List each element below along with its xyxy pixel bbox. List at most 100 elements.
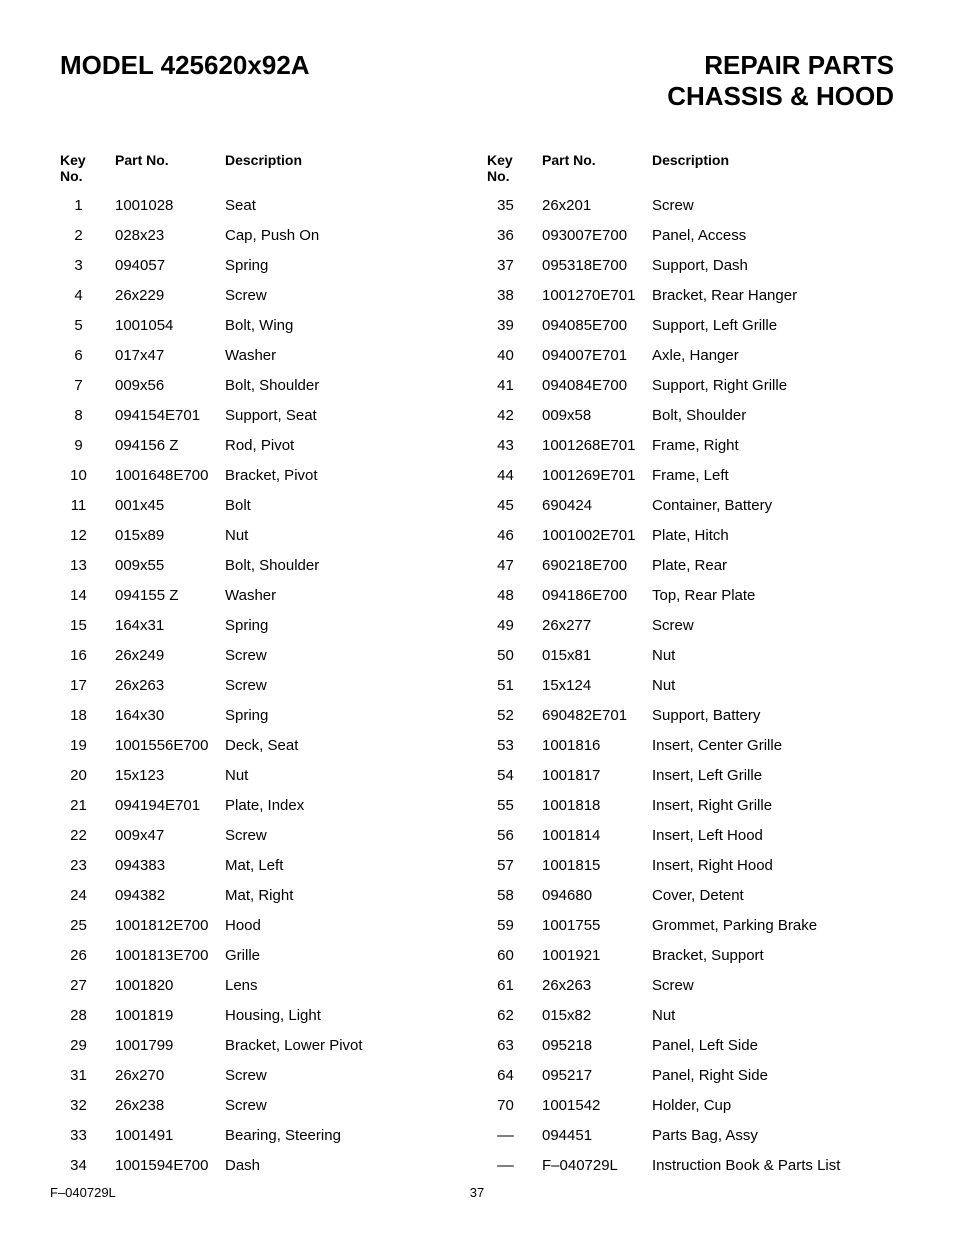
table-row: 3094057Spring: [60, 251, 467, 281]
cell-part-no: 26x263: [542, 977, 652, 994]
cell-part-no: 1001816: [542, 737, 652, 754]
table-row: 7009x56Bolt, Shoulder: [60, 371, 467, 401]
cell-key-no: 27: [60, 977, 115, 994]
cell-part-no: 1001818: [542, 797, 652, 814]
footer-page-number: 37: [60, 1185, 894, 1200]
table-row: 41094084E700Support, Right Grille: [487, 371, 894, 401]
table-row: 24094382Mat, Right: [60, 881, 467, 911]
cell-key-no: 8: [60, 407, 115, 424]
cell-description: Holder, Cup: [652, 1097, 894, 1114]
model-title: MODEL 425620x92A: [60, 50, 310, 81]
cell-description: Support, Left Grille: [652, 317, 894, 334]
cell-description: Axle, Hanger: [652, 347, 894, 364]
cell-key-no: 18: [60, 707, 115, 724]
cell-part-no: 1001921: [542, 947, 652, 964]
cell-part-no: 009x47: [115, 827, 225, 844]
cell-part-no: 094186E700: [542, 587, 652, 604]
cell-part-no: 094084E700: [542, 377, 652, 394]
cell-description: Frame, Left: [652, 467, 894, 484]
table-row: 64095217Panel, Right Side: [487, 1061, 894, 1091]
cell-part-no: 26x201: [542, 197, 652, 214]
cell-description: Screw: [225, 1097, 467, 1114]
cell-key-no: 23: [60, 857, 115, 874]
cell-part-no: 1001814: [542, 827, 652, 844]
cell-key-no: 42: [487, 407, 542, 424]
table-row: 101001648E700Bracket, Pivot: [60, 461, 467, 491]
cell-description: Screw: [225, 1067, 467, 1084]
cell-part-no: 094680: [542, 887, 652, 904]
cell-key-no: ––: [487, 1157, 542, 1174]
table-row: 331001491Bearing, Steering: [60, 1121, 467, 1151]
cell-description: Spring: [225, 257, 467, 274]
cell-description: Grille: [225, 947, 467, 964]
cell-key-no: 40: [487, 347, 542, 364]
cell-key-no: 34: [60, 1157, 115, 1174]
table-row: 191001556E700Deck, Seat: [60, 731, 467, 761]
cell-description: Instruction Book & Parts List: [652, 1157, 894, 1174]
cell-description: Dash: [225, 1157, 467, 1174]
cell-part-no: 093007E700: [542, 227, 652, 244]
cell-part-no: 094154E701: [115, 407, 225, 424]
cell-description: Bolt, Shoulder: [225, 377, 467, 394]
table-row: 62015x82Nut: [487, 1001, 894, 1031]
table-row: 2015x123Nut: [60, 761, 467, 791]
cell-part-no: 001x45: [115, 497, 225, 514]
cell-key-no: 50: [487, 647, 542, 664]
cell-description: Housing, Light: [225, 1007, 467, 1024]
cell-description: Spring: [225, 617, 467, 634]
cell-key-no: 60: [487, 947, 542, 964]
table-row: 21094194E701Plate, Index: [60, 791, 467, 821]
col-header-description: Description: [225, 152, 302, 184]
cell-key-no: 48: [487, 587, 542, 604]
cell-key-no: 70: [487, 1097, 542, 1114]
cell-key-no: 1: [60, 197, 115, 214]
table-row: 18164x30Spring: [60, 701, 467, 731]
table-row: 341001594E700Dash: [60, 1151, 467, 1181]
cell-part-no: 017x47: [115, 347, 225, 364]
cell-description: Screw: [652, 617, 894, 634]
cell-key-no: 43: [487, 437, 542, 454]
cell-description: Support, Seat: [225, 407, 467, 424]
cell-description: Screw: [652, 197, 894, 214]
table-header: Key No. Part No. Description: [60, 152, 467, 184]
cell-part-no: 1001819: [115, 1007, 225, 1024]
table-row: 5115x124Nut: [487, 671, 894, 701]
parts-table-right: Key No. Part No. Description 3526x201Scr…: [487, 152, 894, 1180]
cell-key-no: 7: [60, 377, 115, 394]
cell-part-no: 690482E701: [542, 707, 652, 724]
table-row: 3526x201Screw: [487, 191, 894, 221]
cell-part-no: 1001755: [542, 917, 652, 934]
cell-description: Mat, Right: [225, 887, 467, 904]
cell-description: Spring: [225, 707, 467, 724]
cell-key-no: 53: [487, 737, 542, 754]
cell-description: Lens: [225, 977, 467, 994]
cell-key-no: 24: [60, 887, 115, 904]
cell-part-no: 094057: [115, 257, 225, 274]
table-row: 441001269E701Frame, Left: [487, 461, 894, 491]
cell-key-no: 59: [487, 917, 542, 934]
cell-part-no: 26x229: [115, 287, 225, 304]
table-row: 9094156 ZRod, Pivot: [60, 431, 467, 461]
page-footer: F–040729L 37: [60, 1185, 894, 1200]
cell-key-no: 41: [487, 377, 542, 394]
table-row: 14094155 ZWasher: [60, 581, 467, 611]
cell-key-no: 19: [60, 737, 115, 754]
cell-description: Insert, Right Hood: [652, 857, 894, 874]
col-header-key-no: Key No.: [487, 152, 542, 184]
cell-key-no: 45: [487, 497, 542, 514]
table-row: 47690218E700Plate, Rear: [487, 551, 894, 581]
cell-part-no: 015x82: [542, 1007, 652, 1024]
cell-description: Bolt, Shoulder: [225, 557, 467, 574]
table-row: ––094451Parts Bag, Assy: [487, 1121, 894, 1151]
cell-description: Nut: [225, 527, 467, 544]
cell-part-no: 26x263: [115, 677, 225, 694]
cell-description: Grommet, Parking Brake: [652, 917, 894, 934]
cell-part-no: 1001054: [115, 317, 225, 334]
cell-key-no: 33: [60, 1127, 115, 1144]
cell-key-no: 16: [60, 647, 115, 664]
cell-description: Rod, Pivot: [225, 437, 467, 454]
table-row: 48094186E700Top, Rear Plate: [487, 581, 894, 611]
table-row: 52690482E701Support, Battery: [487, 701, 894, 731]
cell-description: Support, Right Grille: [652, 377, 894, 394]
table-row: 12015x89Nut: [60, 521, 467, 551]
